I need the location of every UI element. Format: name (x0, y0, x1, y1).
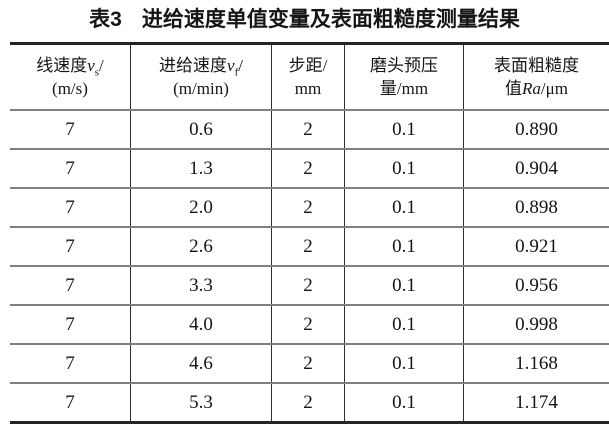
cell-linear-speed: 7 (10, 148, 131, 188)
cell-wheel-preload: 0.1 (344, 148, 464, 188)
cell-linear-speed: 7 (10, 226, 131, 266)
table-header-row: 线速度vs/(m/s) 进给速度vf/(m/min) 步距/mm 磨头预压 量/mm 表面… (10, 43, 609, 110)
cell-feed-speed: 5.3 (130, 382, 272, 423)
cell-wheel-preload: 0.1 (344, 265, 464, 305)
col-header-surface-roughness: 表面粗糙度 值Ra/μm (463, 43, 609, 110)
table-body: 7 0.6 2 0.1 0.890 7 1.3 2 0.1 0.904 7 2.0 2 0.1 0.898 7… (10, 109, 609, 423)
cell-linear-speed: 7 (10, 304, 131, 344)
table-header: 线速度vs/(m/s) 进给速度vf/(m/min) 步距/mm 磨头预压 量/mm 表面… (10, 43, 609, 110)
cell-feed-speed: 3.3 (130, 265, 272, 305)
cell-linear-speed: 7 (10, 382, 131, 423)
table-caption: 进给速度单值变量及表面粗糙度测量结果 (141, 8, 520, 31)
cell-step-distance: 2 (271, 226, 345, 266)
cell-feed-speed: 2.0 (130, 187, 272, 227)
cell-feed-speed: 2.6 (130, 226, 272, 266)
measurement-table: 线速度vs/(m/s) 进给速度vf/(m/min) 步距/mm 磨头预压 量/mm 表面… (10, 42, 609, 424)
table-row-1: 7 0.6 2 0.1 0.890 (10, 109, 609, 149)
cell-linear-speed: 7 (10, 343, 131, 383)
table-row-2: 7 1.3 2 0.1 0.904 (10, 148, 609, 188)
cell-surface-roughness: 0.998 (463, 304, 609, 344)
col-header-wheel-preload: 磨头预压 量/mm (344, 43, 464, 110)
cell-linear-speed: 7 (10, 109, 131, 149)
cell-surface-roughness: 0.898 (463, 187, 609, 227)
cell-wheel-preload: 0.1 (344, 109, 464, 149)
cell-step-distance: 2 (271, 343, 345, 383)
cell-surface-roughness: 0.921 (463, 226, 609, 266)
cell-surface-roughness: 0.904 (463, 148, 609, 188)
cell-wheel-preload: 0.1 (344, 226, 464, 266)
cell-step-distance: 2 (271, 148, 345, 188)
cell-surface-roughness: 0.956 (463, 265, 609, 305)
cell-surface-roughness: 1.168 (463, 343, 609, 383)
cell-linear-speed: 7 (10, 187, 131, 227)
cell-feed-speed: 4.0 (130, 304, 272, 344)
table-row-4: 7 2.6 2 0.1 0.921 (10, 226, 609, 266)
cell-step-distance: 2 (271, 187, 345, 227)
cell-surface-roughness: 1.174 (463, 382, 609, 423)
cell-surface-roughness: 0.890 (463, 109, 609, 149)
cell-step-distance: 2 (271, 109, 345, 149)
table-row-6: 7 4.0 2 0.1 0.998 (10, 304, 609, 344)
cell-step-distance: 2 (271, 304, 345, 344)
cell-wheel-preload: 0.1 (344, 304, 464, 344)
table-number: 表3 (89, 8, 122, 31)
table-title: 表3 进给速度单值变量及表面粗糙度测量结果 (0, 7, 609, 33)
cell-step-distance: 2 (271, 265, 345, 305)
col-header-linear-speed: 线速度vs/(m/s) (36, 56, 104, 98)
col-header-step-distance: 步距/mm (271, 43, 345, 110)
cell-wheel-preload: 0.1 (344, 187, 464, 227)
cell-wheel-preload: 0.1 (344, 343, 464, 383)
cell-feed-speed: 1.3 (130, 148, 272, 188)
cell-step-distance: 2 (271, 382, 345, 423)
col-header-feed-speed: 进给速度vf/(m/min) (130, 43, 272, 110)
cell-feed-speed: 4.6 (130, 343, 272, 383)
cell-feed-speed: 0.6 (130, 109, 272, 149)
table-row-3: 7 2.0 2 0.1 0.898 (10, 187, 609, 227)
table-row-8: 7 5.3 2 0.1 1.174 (10, 382, 609, 423)
cell-wheel-preload: 0.1 (344, 382, 464, 423)
cell-linear-speed: 7 (10, 265, 131, 305)
table-row-7: 7 4.6 2 0.1 1.168 (10, 343, 609, 383)
table-row-5: 7 3.3 2 0.1 0.956 (10, 265, 609, 305)
